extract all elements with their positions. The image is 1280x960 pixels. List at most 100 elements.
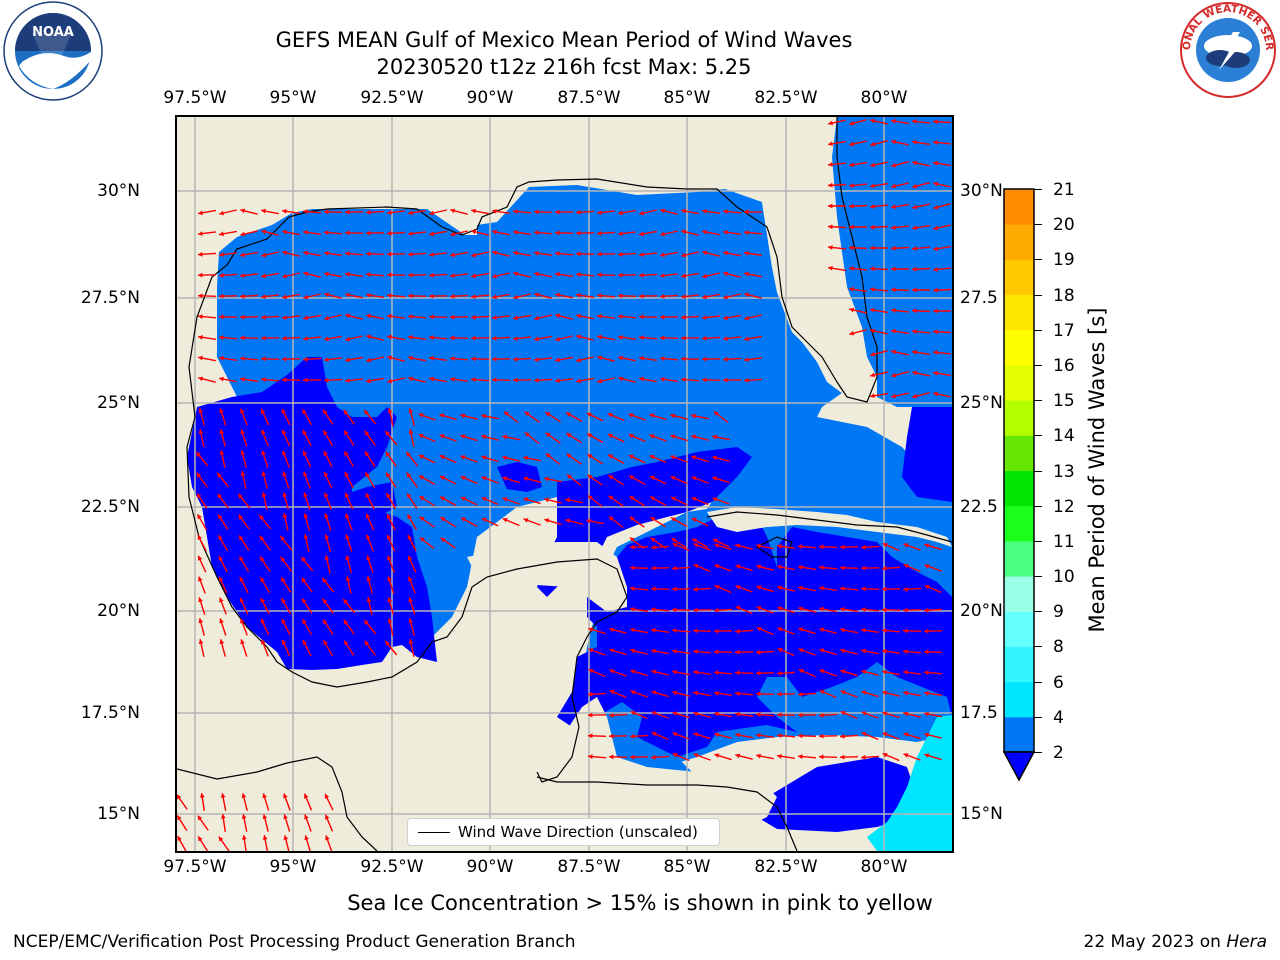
wave-direction-arrowhead bbox=[660, 335, 665, 341]
wave-direction-arrowhead bbox=[672, 732, 678, 737]
wave-direction-arrowhead bbox=[777, 691, 782, 697]
wave-direction-arrowhead bbox=[608, 516, 614, 521]
wave-direction-arrowhead bbox=[777, 564, 782, 570]
wave-direction-arrowhead bbox=[714, 607, 719, 613]
wave-direction-arrowhead bbox=[555, 251, 560, 256]
wave-direction-arrowhead bbox=[323, 430, 328, 436]
wave-direction-arrowhead bbox=[882, 669, 887, 675]
wave-direction-arrowhead bbox=[386, 534, 392, 540]
wave-direction-arrowhead bbox=[439, 455, 445, 460]
wave-direction-arrowhead bbox=[261, 377, 266, 382]
wave-direction-arrowhead bbox=[440, 496, 446, 501]
wave-direction-arrowhead bbox=[744, 251, 749, 256]
wave-direction-arrowhead bbox=[492, 294, 497, 300]
wave-direction-arrowhead bbox=[933, 391, 938, 397]
wave-direction-arrowhead bbox=[651, 732, 657, 737]
wave-direction-arrowhead bbox=[798, 733, 803, 739]
wave-direction-arrowhead bbox=[366, 597, 372, 602]
wave-direction-arrowhead bbox=[798, 648, 804, 653]
wave-direction-arrowhead bbox=[819, 712, 824, 718]
wave-direction-arrowhead bbox=[218, 556, 223, 561]
wave-direction-arrowhead bbox=[777, 648, 783, 653]
wave-direction-arrowhead bbox=[840, 669, 846, 674]
wave-direction-arrowhead bbox=[912, 393, 918, 399]
wave-direction-arrowhead bbox=[260, 598, 265, 603]
wave-direction-arrowhead bbox=[618, 251, 623, 257]
wave-direction-arrowhead bbox=[387, 555, 392, 561]
wave-direction-arrowhead bbox=[735, 691, 740, 696]
wave-direction-arrowhead bbox=[219, 210, 224, 216]
wave-direction-arrowhead bbox=[849, 330, 855, 336]
wave-direction-arrowhead bbox=[891, 349, 896, 355]
wave-direction-arrowhead bbox=[261, 429, 266, 435]
wave-direction-arrowhead bbox=[198, 576, 203, 582]
wave-direction-arrowhead bbox=[651, 544, 656, 550]
colorbar-tick bbox=[1034, 224, 1042, 226]
wave-direction-arrowhead bbox=[345, 251, 350, 256]
wave-direction-arrowhead bbox=[301, 557, 306, 562]
lon-label-bottom: 87.5°W bbox=[557, 857, 621, 877]
wave-direction-arrowhead bbox=[630, 607, 635, 612]
wave-direction-arrowhead bbox=[302, 409, 307, 415]
wave-direction-arrowhead bbox=[903, 753, 909, 758]
wave-direction-arrowhead bbox=[260, 618, 266, 624]
wave-direction-arrowhead bbox=[408, 335, 413, 340]
wave-direction-arrowhead bbox=[849, 224, 854, 230]
wave-direction-arrowhead bbox=[660, 293, 665, 299]
wave-direction-arrowhead bbox=[502, 434, 507, 440]
wave-direction-arrowhead bbox=[344, 472, 349, 477]
wave-direction-arrowhead bbox=[385, 641, 390, 646]
wave-direction-arrowhead bbox=[660, 231, 665, 237]
wave-direction-arrowhead bbox=[798, 585, 803, 591]
wave-direction-arrowhead bbox=[672, 543, 678, 548]
wave-direction-arrowhead bbox=[723, 250, 728, 256]
colorbar-extend-arrow bbox=[1002, 751, 1036, 782]
wave-direction-arrowhead bbox=[385, 431, 390, 436]
wave-direction-arrowhead bbox=[523, 518, 529, 523]
wave-direction-arrowhead bbox=[735, 649, 740, 655]
wave-direction-arrowhead bbox=[882, 628, 887, 633]
wave-direction-arrowhead bbox=[693, 670, 698, 675]
wave-direction-arrowhead bbox=[198, 251, 203, 257]
wave-direction-arrowhead bbox=[429, 210, 434, 216]
wave-direction-arrowhead bbox=[534, 315, 539, 321]
wave-direction-arrowhead bbox=[882, 753, 888, 758]
wave-direction-arrowhead bbox=[828, 120, 833, 126]
wave-direction-arrowhead bbox=[566, 453, 572, 459]
wave-direction-arrowhead bbox=[240, 335, 245, 341]
colorbar-tick-label: 11 bbox=[1053, 531, 1075, 552]
lat-label-left: 17.5°N bbox=[80, 703, 140, 723]
wave-direction-arrowhead bbox=[281, 577, 286, 583]
wave-direction-arrowhead bbox=[618, 272, 623, 278]
wave-direction-arrowhead bbox=[597, 355, 603, 361]
colorbar-tick bbox=[1034, 505, 1042, 507]
wave-direction-arrowhead bbox=[240, 314, 245, 320]
wave-direction-arrowhead bbox=[756, 670, 761, 676]
wave-direction-arrowhead bbox=[259, 515, 264, 520]
colorbar bbox=[1002, 188, 1036, 782]
wave-direction-arrowhead bbox=[723, 377, 728, 383]
wave-direction-arrowhead bbox=[418, 413, 424, 418]
wave-direction-arrowhead bbox=[260, 556, 265, 562]
lon-label-top: 92.5°W bbox=[360, 88, 424, 108]
wave-direction-arrowhead bbox=[364, 410, 369, 415]
lat-label-left: 20°N bbox=[97, 601, 140, 621]
wave-direction-arrowhead bbox=[912, 139, 917, 145]
wave-direction-arrowhead bbox=[322, 598, 328, 604]
wave-direction-arrowhead bbox=[639, 314, 644, 320]
wave-direction-arrowhead bbox=[218, 836, 224, 842]
wave-direction-arrowhead bbox=[440, 537, 446, 543]
wave-direction-arrowhead bbox=[924, 711, 929, 717]
wave-direction-arrowhead bbox=[672, 690, 678, 696]
wave-direction-arrowhead bbox=[344, 430, 349, 436]
colorbar-tick-label: 20 bbox=[1053, 215, 1075, 236]
wave-direction-arrowhead bbox=[365, 472, 370, 478]
wave-direction-arrowhead bbox=[756, 627, 762, 632]
wave-direction-arrowhead bbox=[366, 378, 371, 384]
wave-direction-arrowhead bbox=[924, 564, 930, 569]
wave-direction-arrowhead bbox=[440, 517, 446, 522]
wave-direction-arrowhead bbox=[828, 245, 833, 250]
wave-direction-arrowhead bbox=[714, 543, 720, 548]
wave-direction-arrowhead bbox=[196, 472, 202, 478]
wave-direction-arrowhead bbox=[503, 411, 509, 416]
